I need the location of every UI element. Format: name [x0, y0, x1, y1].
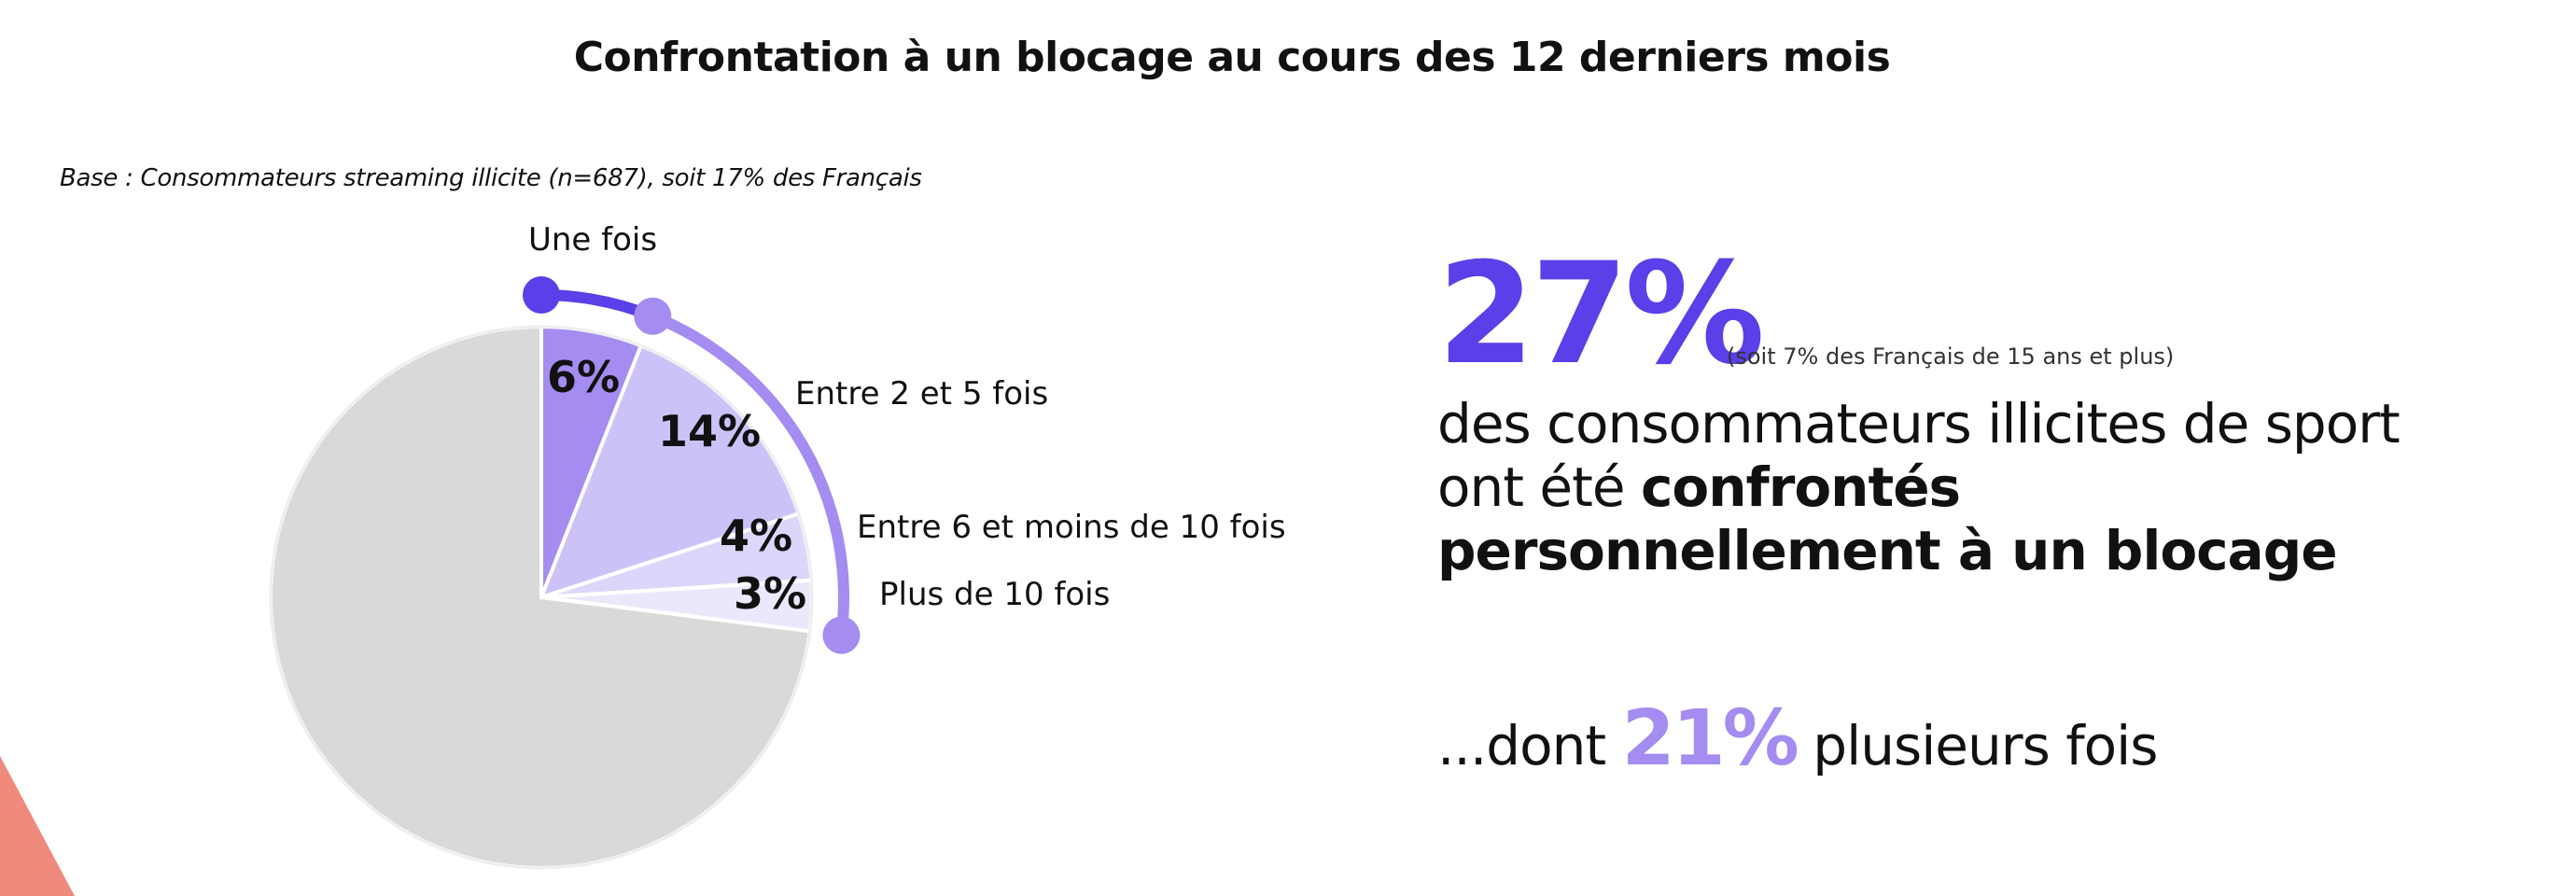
pie-outline: [269, 325, 814, 870]
pie-slice-name-label: Entre 6 et moins de 10 fois: [857, 509, 1286, 546]
pie-slice-value-label: 14%: [658, 406, 761, 456]
pie-slice-value-label: 6%: [547, 352, 620, 402]
second-suffix: plusieurs fois: [1813, 714, 2158, 777]
pie-slice-value-label: 3%: [734, 568, 806, 619]
second-prefix: ...dont: [1437, 714, 1606, 777]
second-callout: ...dont 21% plusieurs fois: [1437, 701, 2158, 783]
bracket-dot-start: [523, 276, 560, 314]
pie-slice-name-label: Entre 2 et 5 fois: [795, 375, 1048, 413]
pie-slice-value-label: 4%: [720, 511, 792, 561]
base-note: Base : Consommateurs streaming illicite …: [60, 164, 922, 192]
callout-bold-text: confrontés personnellement à un blocage: [1437, 455, 2338, 582]
corner-decoration: [0, 756, 75, 896]
bracket-dot-end: [822, 616, 861, 654]
second-percentage: 21%: [1621, 694, 1799, 783]
bracket-dot-split: [634, 297, 672, 335]
callout-regular-text: des consommateurs illicites de sport ont…: [1437, 392, 2401, 519]
big-percentage: 27%: [1437, 233, 1765, 396]
page-title: Confrontation à un blocage au cours des …: [573, 34, 1891, 81]
pie-chart: 6% Une fois 14% Entre 2 et 5 fois 4% Entre 6 …: [269, 221, 1286, 870]
pie-slice-name-label: Une fois: [528, 221, 657, 259]
pie-slice-name-label: Plus de 10 fois: [879, 576, 1110, 613]
big-percentage-note: (soit 7% des Français de 15 ans et plus): [1727, 343, 2175, 370]
callout-headline: des consommateurs illicites de sport ont…: [1437, 392, 2417, 582]
bracket-arc-rest: [647, 310, 849, 641]
